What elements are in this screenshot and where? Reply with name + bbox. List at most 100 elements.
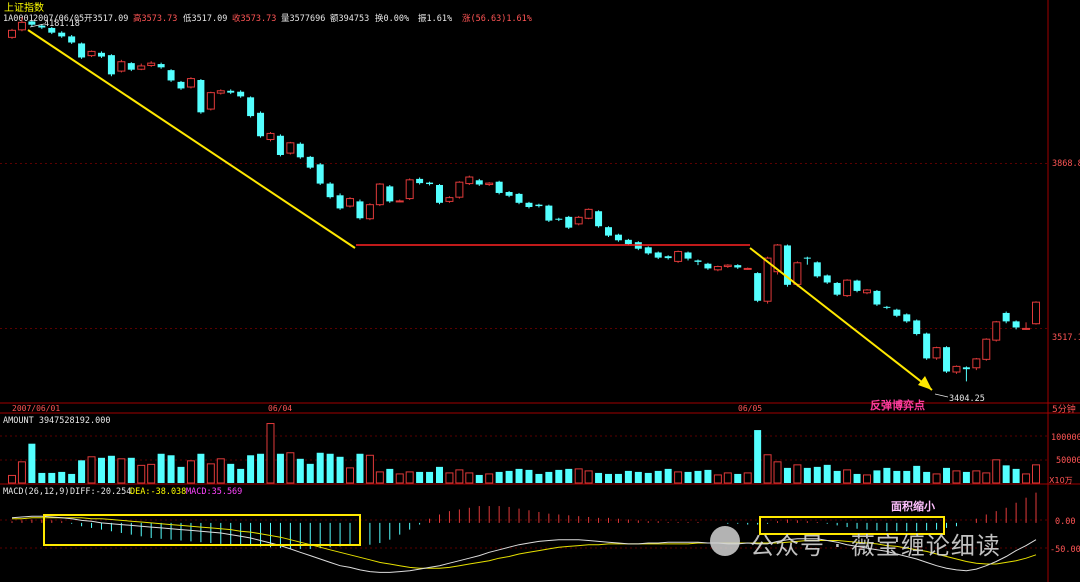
candle-body-down (754, 273, 762, 301)
candle-body-up (992, 321, 1001, 341)
amount-bar (38, 472, 46, 483)
candle-body-up (674, 251, 683, 262)
candle (943, 346, 951, 373)
candle (545, 204, 553, 223)
candle-body-down (386, 186, 394, 202)
candle-body-down (595, 211, 603, 227)
candle-body-down (962, 367, 970, 370)
candle (574, 215, 583, 226)
amount-bar (574, 468, 583, 484)
amount-bar (435, 466, 443, 483)
candle-body-down (903, 314, 911, 322)
candle-body-down (923, 333, 931, 359)
area-shrink-label: 面积缩小 (891, 499, 935, 513)
candle (296, 142, 304, 159)
downtrend-line-2 (749, 247, 933, 391)
candle (87, 50, 96, 58)
amount-bar (416, 471, 424, 483)
amount-bar (257, 453, 265, 483)
candle-body-down (803, 257, 811, 259)
candle (843, 279, 852, 298)
candle-body-down (197, 79, 205, 113)
candle-body-down (734, 265, 742, 268)
candle (107, 54, 115, 77)
amount-bar (247, 455, 255, 483)
candle-body-down (684, 252, 692, 259)
candle (743, 267, 752, 270)
candle (365, 203, 374, 221)
amount-bar (186, 460, 195, 484)
amount-bar (1002, 465, 1010, 483)
amount-bar (296, 458, 304, 483)
amount-bar (28, 443, 36, 483)
candle (147, 61, 156, 67)
candle (127, 62, 135, 72)
watermark: 公众号 · 薇宝缠论细读 (706, 522, 1056, 562)
candle-body-down (227, 90, 235, 93)
candle (704, 262, 712, 270)
candle (117, 59, 126, 73)
amount-bar (405, 471, 414, 484)
amount-bar (962, 471, 970, 483)
candle (932, 346, 941, 360)
candle (445, 196, 454, 203)
amount-bar (87, 456, 96, 484)
price-label-upper: 3868.8 (1052, 159, 1080, 169)
candle-body-down (535, 204, 543, 207)
amount-bar (306, 463, 314, 483)
amount-bar (485, 473, 494, 484)
candle-body-down (813, 262, 821, 277)
dea-line (12, 517, 1037, 569)
amount-bar (555, 469, 563, 483)
amount-bar (535, 473, 543, 483)
candle-body-down (475, 180, 483, 185)
candle-body-down (247, 97, 255, 117)
amount-bar (605, 473, 613, 483)
candle-body-down (1002, 312, 1010, 322)
amount-bar (903, 470, 911, 483)
candle-body-down (435, 184, 443, 203)
candle (515, 192, 523, 205)
candle (58, 31, 66, 38)
amount-bar (624, 470, 632, 483)
candle (694, 259, 702, 266)
candle-body-down (177, 81, 185, 89)
amount-bar (743, 472, 752, 484)
amount-bar (515, 468, 523, 483)
candle-body-up (773, 244, 782, 273)
amount-bar (853, 473, 861, 483)
candle (923, 332, 931, 360)
candle-body-up (1032, 301, 1040, 325)
candle-body-down (276, 135, 284, 155)
candle-body-up (972, 358, 981, 369)
amount-bar (445, 472, 454, 484)
amount-bar (773, 461, 782, 484)
candle (137, 63, 146, 71)
high-marker-label: 4181.18 (44, 19, 80, 29)
high-marker-line (29, 23, 45, 28)
amount-bar (505, 470, 513, 483)
time-label-day2: 06/04 (268, 404, 292, 413)
candle-body-up (365, 204, 374, 220)
amount-bar (813, 466, 821, 483)
annotation-lines (27, 23, 949, 398)
candle-body-down (505, 192, 513, 196)
candle-body-up (87, 50, 96, 57)
candle (495, 180, 503, 195)
candle-body-down (97, 52, 105, 57)
amount-bar (167, 455, 175, 483)
candle (426, 181, 434, 186)
candle (216, 89, 225, 95)
candle-body-up (405, 179, 414, 200)
amount-bar (694, 470, 702, 483)
candle (684, 251, 692, 261)
candle-body-down (78, 43, 86, 58)
amount-bar (565, 468, 573, 483)
amount-bar (227, 463, 235, 483)
candle (664, 255, 672, 260)
candlesticks (8, 17, 1040, 382)
candle (416, 177, 424, 185)
candle-body-down (624, 239, 632, 245)
amount-bar (107, 455, 115, 483)
candle-body-down (913, 320, 921, 335)
